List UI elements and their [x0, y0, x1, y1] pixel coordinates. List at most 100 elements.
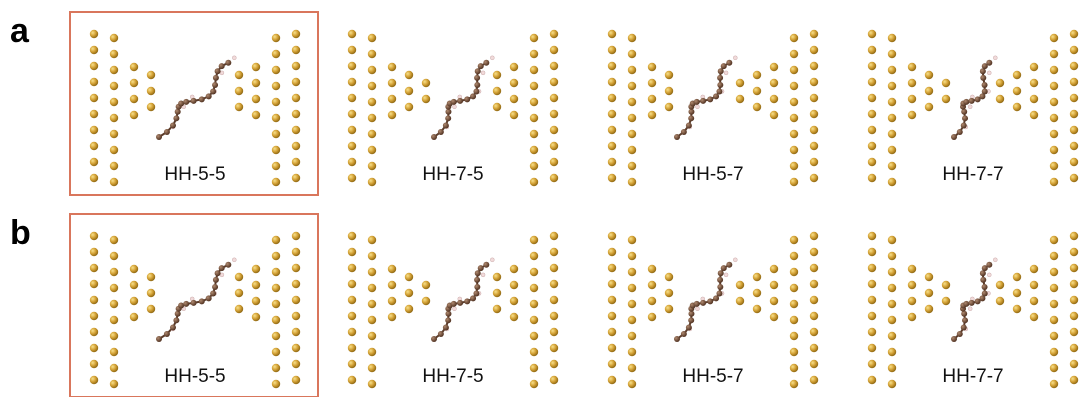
gold-atom [272, 380, 280, 388]
carbon-atom [980, 75, 986, 81]
gold-atom [110, 380, 118, 388]
gold-atom [1070, 94, 1078, 102]
gold-atom [368, 348, 376, 356]
carbon-atom [957, 129, 963, 135]
gold-atom [868, 158, 876, 166]
gold-atom [810, 94, 818, 102]
gold-atom [147, 289, 155, 297]
gold-atom [272, 162, 280, 170]
gold-atom [550, 280, 558, 288]
carbon-atom [191, 98, 197, 104]
hydrogen-atom [987, 71, 991, 75]
gold-atom [996, 95, 1004, 103]
gold-atom [1030, 95, 1038, 103]
gold-atom [235, 305, 243, 313]
gold-atom [608, 344, 616, 352]
carbon-atom [464, 298, 470, 304]
carbon-atom [718, 68, 724, 74]
gold-atom [388, 297, 396, 305]
gold-atom [925, 103, 933, 111]
gold-atom [272, 236, 280, 244]
carbon-atom [674, 134, 680, 140]
gold-atom [888, 236, 896, 244]
gold-atom [530, 146, 538, 154]
gold-atom [368, 316, 376, 324]
gold-atom [810, 344, 818, 352]
gold-atom [1050, 82, 1058, 90]
gold-atom [510, 63, 518, 71]
gold-atom [550, 110, 558, 118]
carbon-atom [173, 115, 179, 121]
gold-atom [790, 348, 798, 356]
gold-atom [942, 95, 950, 103]
gold-atom [770, 95, 778, 103]
gold-atom [908, 79, 916, 87]
gold-atom [868, 248, 876, 256]
gold-atom [925, 289, 933, 297]
gold-atom [348, 78, 356, 86]
gold-atom [753, 273, 761, 281]
gold-atom [348, 174, 356, 182]
gold-atom [90, 344, 98, 352]
gold-atom [292, 312, 300, 320]
carbon-atom [213, 277, 219, 283]
gold-atom [770, 313, 778, 321]
gold-atom [348, 328, 356, 336]
gold-atom [665, 71, 673, 79]
carbon-atom [215, 68, 221, 74]
gold-atom [608, 264, 616, 272]
gold-atom [868, 126, 876, 134]
gold-atom [348, 280, 356, 288]
carbon-atom [962, 317, 968, 323]
gold-atom [628, 178, 636, 186]
gold-atom [252, 79, 260, 87]
gold-atom [1070, 248, 1078, 256]
gold-atom [110, 98, 118, 106]
gold-atom [147, 273, 155, 281]
carbon-atom [183, 99, 189, 105]
gold-atom [110, 348, 118, 356]
junction-panel [868, 30, 1078, 186]
carbon-atom [951, 336, 957, 342]
carbon-atom [474, 284, 480, 290]
gold-atom [550, 158, 558, 166]
gold-atom [530, 66, 538, 74]
gold-atom [868, 46, 876, 54]
gold-atom [628, 114, 636, 122]
gold-atom [736, 79, 744, 87]
gold-atom [530, 236, 538, 244]
hydrogen-atom [724, 273, 728, 277]
gold-atom [753, 71, 761, 79]
gold-atom [996, 297, 1004, 305]
gold-atom [530, 82, 538, 90]
gold-atom [368, 268, 376, 276]
hydrogen-atom [987, 273, 991, 277]
gold-atom [790, 114, 798, 122]
gold-atom [908, 63, 916, 71]
gold-atom [1050, 348, 1058, 356]
gold-atom [608, 158, 616, 166]
gold-atom [292, 94, 300, 102]
gold-atom [908, 281, 916, 289]
gold-atom [608, 126, 616, 134]
gold-atom [130, 111, 138, 119]
carbon-atom [957, 331, 963, 337]
gold-atom [770, 79, 778, 87]
panel-label: HH-5-5 [164, 366, 225, 387]
gold-atom [1030, 63, 1038, 71]
gold-atom [252, 281, 260, 289]
carbon-atom [219, 265, 225, 271]
gold-atom [292, 142, 300, 150]
gold-atom [648, 79, 656, 87]
gold-atom [90, 232, 98, 240]
hydrogen-atom [993, 258, 997, 262]
gold-atom [493, 305, 501, 313]
gold-atom [292, 376, 300, 384]
gold-atom [348, 46, 356, 54]
gold-atom [90, 296, 98, 304]
gold-atom [888, 252, 896, 260]
gold-atom [550, 232, 558, 240]
gold-atom [868, 78, 876, 86]
gold-atom [1070, 360, 1078, 368]
gold-atom [1050, 50, 1058, 58]
